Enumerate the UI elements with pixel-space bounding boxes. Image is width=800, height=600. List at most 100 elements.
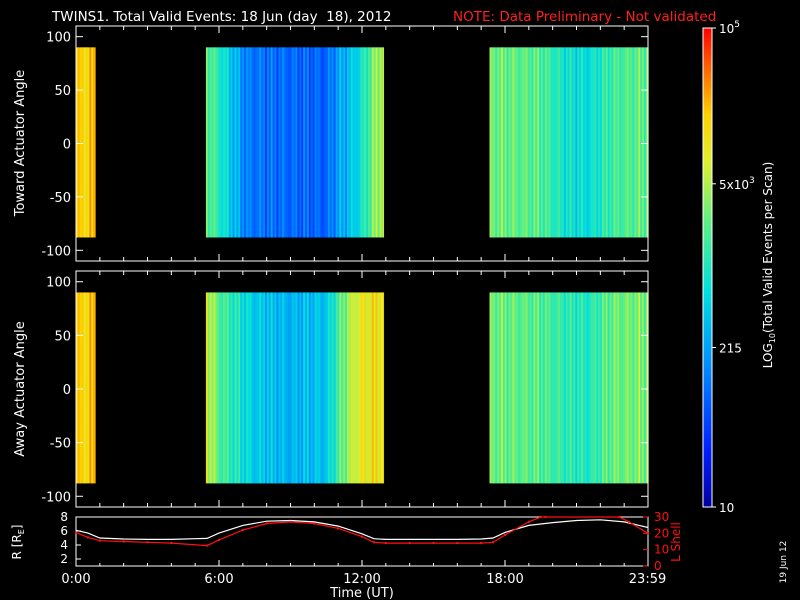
y-tick-label: 0 xyxy=(63,383,71,398)
heatmap-cell xyxy=(337,47,340,238)
heatmap-cell xyxy=(297,292,300,484)
colorbar-label: LOG10(Total Valid Events per Scan) xyxy=(761,162,777,369)
heatmap-cell xyxy=(81,292,85,484)
heatmap-cell xyxy=(556,292,559,484)
heatmap-cell xyxy=(272,47,276,238)
heatmap-cell xyxy=(602,47,605,238)
heatmap-cell xyxy=(242,47,245,238)
lshell-point xyxy=(544,515,547,519)
heatmap-cell xyxy=(567,47,571,238)
heatmap-cell xyxy=(630,47,634,238)
y-tick-label: 0 xyxy=(63,138,71,153)
heatmap-cell xyxy=(352,292,356,484)
heatmap-cell xyxy=(301,47,304,238)
heatmap-cell xyxy=(284,47,287,238)
heatmap-cell xyxy=(244,47,247,238)
colorbar-tick-label: 10 xyxy=(719,501,734,515)
heatmap-cell xyxy=(636,292,639,484)
heatmap-cell xyxy=(331,292,335,484)
heatmap-cell xyxy=(584,47,588,238)
heatmap-cell xyxy=(322,292,325,484)
heatmap-cell xyxy=(272,292,276,484)
lshell-point xyxy=(384,541,387,545)
heatmap-cell xyxy=(571,47,574,238)
heatmap-cell xyxy=(242,292,245,484)
toward-y-axis: 100 50 0 -50 -100 xyxy=(41,26,649,261)
heatmap-cell xyxy=(602,292,605,484)
colorbar-label-prefix: LOG xyxy=(761,343,775,368)
heatmap-cell xyxy=(499,292,502,484)
heatmap-cell xyxy=(234,292,237,484)
lshell-point xyxy=(170,541,173,545)
heatmap-cell xyxy=(76,47,79,238)
heatmap-cell xyxy=(93,292,96,484)
heatmap-cell xyxy=(85,47,89,238)
heatmap-cell xyxy=(375,292,379,484)
heatmap-cell xyxy=(284,292,287,484)
heatmap-cell xyxy=(211,292,215,484)
heatmap-cell xyxy=(266,292,270,484)
away-ylabel: Away Actuator Angle xyxy=(13,321,28,456)
away-y-axis: 100 50 0 -50 -100 xyxy=(41,271,649,507)
heatmap-cell xyxy=(350,47,354,238)
heatmap-cell xyxy=(345,47,348,238)
heatmap-cell xyxy=(540,292,544,484)
heatmap-cell xyxy=(308,292,312,484)
heatmap-cell xyxy=(285,292,289,484)
heatmap-cell xyxy=(245,47,249,238)
heatmap-cell xyxy=(255,47,258,238)
heatmap-cell xyxy=(590,47,594,238)
heatmap-cell xyxy=(560,292,563,484)
heatmap-cell xyxy=(364,47,367,238)
heatmap-cell xyxy=(592,47,595,238)
heatmap-cell xyxy=(609,47,613,238)
heatmap-cell xyxy=(303,47,306,238)
heatmap-cell xyxy=(205,292,209,484)
colorbar-tick-label: 105 xyxy=(719,20,740,36)
heatmap-cell xyxy=(495,292,498,484)
heatmap-cell xyxy=(493,292,496,484)
heatmap-cell xyxy=(358,292,361,484)
heatmap-cell xyxy=(539,47,542,238)
heatmap-cell xyxy=(497,47,500,238)
heatmap-cell xyxy=(308,47,312,238)
toward-heatmap-panel: 100 50 0 -50 -100 Toward Actuator Angle xyxy=(13,25,649,262)
heatmap-cell xyxy=(512,47,515,238)
time-tick-label: 18:00 xyxy=(486,572,523,587)
heatmap-cell xyxy=(348,292,352,484)
heatmap-cell xyxy=(312,47,316,238)
heatmap-cell xyxy=(333,47,337,238)
heatmap-cell xyxy=(316,292,319,484)
heatmap-cell xyxy=(238,47,241,238)
heatmap-cell xyxy=(502,292,506,484)
heatmap-cell xyxy=(247,292,251,484)
heatmap-cell xyxy=(592,292,595,484)
time-tick-label: 0:00 xyxy=(61,572,90,587)
radius-ylabel-end: ] xyxy=(10,525,24,530)
lshell-point xyxy=(456,541,459,545)
heatmap-cell xyxy=(642,292,645,484)
radius-ylabel-sub: E xyxy=(17,529,26,534)
heatmap-cell xyxy=(607,292,611,484)
heatmap-cell xyxy=(489,292,493,484)
heatmap-cell xyxy=(85,292,89,484)
heatmap-cell xyxy=(497,292,500,484)
heatmap-cell xyxy=(259,47,262,238)
heatmap-cell xyxy=(613,292,616,484)
heatmap-cell xyxy=(259,292,262,484)
y-tick-label: -50 xyxy=(50,437,71,452)
heatmap-cell xyxy=(504,47,508,238)
heatmap-cell xyxy=(643,292,647,484)
heatmap-cell xyxy=(320,292,323,484)
heatmap-cell xyxy=(542,47,546,238)
lshell-point xyxy=(539,515,542,519)
heatmap-cell xyxy=(581,292,584,484)
heatmap-cell xyxy=(377,292,380,484)
heatmap-cell xyxy=(630,292,634,484)
heatmap-cell xyxy=(584,292,588,484)
heatmap-cell xyxy=(575,292,578,484)
y-tick-label: 50 xyxy=(54,84,71,99)
heatmap-cell xyxy=(341,292,344,484)
lshell-point xyxy=(360,535,364,538)
